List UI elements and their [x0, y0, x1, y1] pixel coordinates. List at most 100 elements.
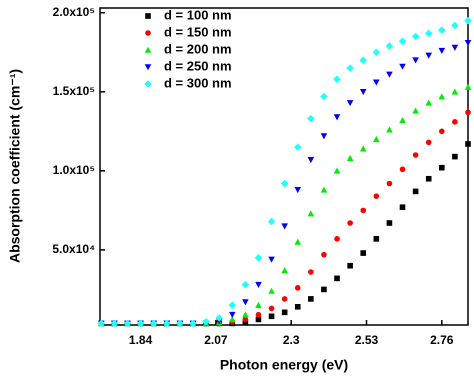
data-point: [189, 319, 197, 328]
data-point: [255, 311, 262, 318]
legend-marker: [144, 80, 152, 88]
legend-label: d = 250 nm: [164, 58, 232, 73]
data-point: [320, 186, 328, 193]
data-point: [360, 250, 367, 256]
data-point: [347, 220, 353, 226]
data-point: [281, 223, 288, 230]
data-point: [451, 21, 459, 30]
data-point: [464, 83, 472, 90]
x-axis-title: Photon energy (eV): [220, 357, 348, 373]
data-point: [398, 37, 407, 46]
data-point: [176, 319, 184, 328]
data-point: [412, 188, 419, 195]
data-point: [294, 187, 302, 194]
data-point: [385, 42, 394, 50]
data-point: [320, 92, 328, 101]
data-point: [359, 88, 367, 96]
data-point: [215, 314, 223, 322]
data-point: [255, 281, 262, 288]
data-point: [465, 141, 471, 147]
legend-marker: [144, 64, 152, 71]
data-point: [439, 128, 445, 135]
y-tick-label: 1.5x10⁵: [53, 84, 95, 98]
y-tick-label: 2.0x10⁵: [53, 5, 95, 19]
data-point: [308, 269, 314, 275]
data-point: [359, 56, 368, 64]
data-point: [412, 107, 419, 114]
data-point: [255, 301, 262, 309]
data-point: [412, 57, 419, 64]
data-point: [386, 220, 393, 226]
data-point: [346, 154, 354, 161]
data-point: [321, 251, 327, 258]
data-point: [268, 287, 275, 294]
data-point: [110, 319, 119, 328]
data-point: [294, 285, 301, 291]
data-point: [308, 296, 314, 302]
data-point: [255, 316, 262, 323]
data-point: [123, 319, 132, 328]
data-point: [373, 79, 380, 86]
y-tick-label: 5.0x10⁴: [52, 242, 95, 256]
data-point: [307, 210, 315, 217]
data-point: [268, 313, 275, 320]
data-point: [333, 114, 341, 121]
data-point: [228, 311, 236, 319]
x-tick-label: 2.53: [355, 333, 379, 347]
data-point: [281, 309, 288, 316]
data-point: [333, 167, 341, 174]
data-point: [452, 153, 458, 160]
data-point: [425, 139, 432, 146]
data-point: [149, 319, 158, 328]
data-point: [464, 16, 472, 25]
x-tick-label: 2.3: [283, 333, 300, 347]
data-point: [202, 318, 210, 326]
data-point: [267, 217, 276, 226]
legend-marker: [144, 46, 152, 53]
data-point: [294, 238, 302, 245]
data-point: [425, 175, 432, 182]
data-point: [386, 71, 393, 78]
x-tick-label: 2.07: [204, 333, 228, 347]
data-point: [334, 275, 340, 282]
data-point: [281, 267, 288, 274]
data-point: [280, 179, 289, 188]
data-point: [411, 32, 420, 41]
data-point: [254, 254, 263, 262]
x-tick-label: 1.84: [129, 333, 153, 347]
data-point: [293, 143, 302, 151]
data-point: [439, 164, 445, 171]
data-point: [424, 29, 433, 38]
legend-label: d = 300 nm: [164, 75, 232, 90]
data-point: [399, 63, 406, 70]
data-point: [373, 135, 380, 143]
data-point: [425, 99, 433, 106]
data-point: [307, 156, 315, 164]
data-point: [320, 133, 328, 140]
data-point: [451, 44, 459, 51]
data-point: [464, 39, 472, 47]
data-point: [438, 26, 446, 34]
data-point: [451, 88, 459, 95]
data-point: [373, 193, 380, 199]
y-axis-title: Absorption coefficient (cm⁻¹): [7, 69, 23, 263]
data-point: [372, 48, 381, 57]
data-point: [399, 116, 406, 124]
data-point: [307, 114, 315, 123]
legend-label: d = 150 nm: [164, 24, 232, 39]
data-point: [359, 145, 367, 152]
data-point: [162, 319, 171, 328]
data-point: [228, 301, 237, 310]
data-point: [386, 126, 393, 133]
data-point: [452, 119, 458, 125]
data-point: [386, 180, 393, 187]
legend-label: d = 100 nm: [164, 7, 232, 22]
legend-marker: [145, 13, 151, 19]
data-point: [281, 296, 288, 302]
y-tick-label: 1.0x10⁵: [53, 163, 95, 177]
data-point: [373, 236, 380, 242]
data-point: [136, 319, 145, 328]
data-point: [346, 100, 354, 107]
